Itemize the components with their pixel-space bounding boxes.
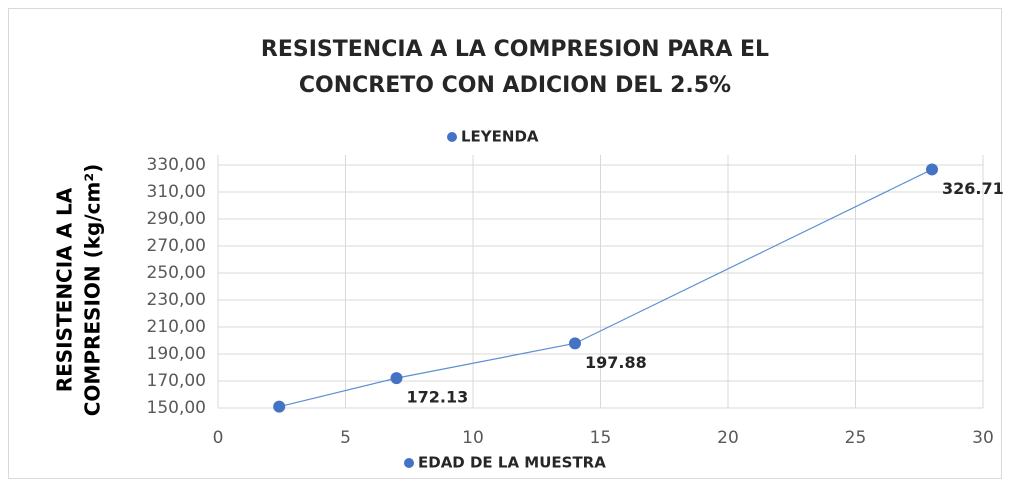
data-point [569, 337, 581, 350]
y-tick-label: 270,00 [147, 236, 206, 256]
legend-marker [447, 132, 457, 142]
data-point [390, 372, 403, 385]
x-tick-label: 25 [845, 428, 867, 448]
x-tick-label: 15 [590, 428, 612, 448]
y-tick-label: 150,00 [147, 398, 206, 418]
y-tick-label: 210,00 [147, 317, 206, 337]
x-tick-label: 20 [717, 428, 739, 448]
x-axis-marker [404, 458, 414, 468]
y-axis-title: RESISTENCIA A LA [53, 187, 77, 392]
x-tick-label: 0 [213, 428, 224, 448]
x-axis-title: EDAD DE LA MUESTRA [418, 454, 606, 472]
y-tick-label: 190,00 [147, 344, 206, 364]
chart-title: RESISTENCIA A LA COMPRESION PARA EL [261, 37, 769, 62]
y-tick-label: 330,00 [147, 155, 206, 175]
data-label: 326.71 [942, 179, 1004, 198]
y-tick-label: 310,00 [147, 182, 206, 202]
legend-label: LEYENDA [461, 128, 539, 146]
y-tick-label: 290,00 [147, 209, 206, 229]
x-tick-label: 30 [972, 428, 994, 448]
y-tick-label: 230,00 [147, 290, 206, 310]
data-point [926, 163, 938, 176]
data-point [273, 400, 286, 413]
chart-title: CONCRETO CON ADICION DEL 2.5% [299, 73, 731, 98]
data-label: 172.13 [407, 388, 469, 407]
chart-border [8, 8, 1002, 479]
y-tick-label: 250,00 [147, 263, 206, 283]
y-tick-label: 170,00 [147, 371, 206, 391]
data-label: 197.88 [585, 353, 647, 372]
series-line [279, 168, 933, 408]
x-tick-label: 5 [340, 428, 351, 448]
y-axis-title: COMPRESION (kg/cm²) [81, 164, 105, 417]
x-tick-label: 10 [462, 428, 484, 448]
